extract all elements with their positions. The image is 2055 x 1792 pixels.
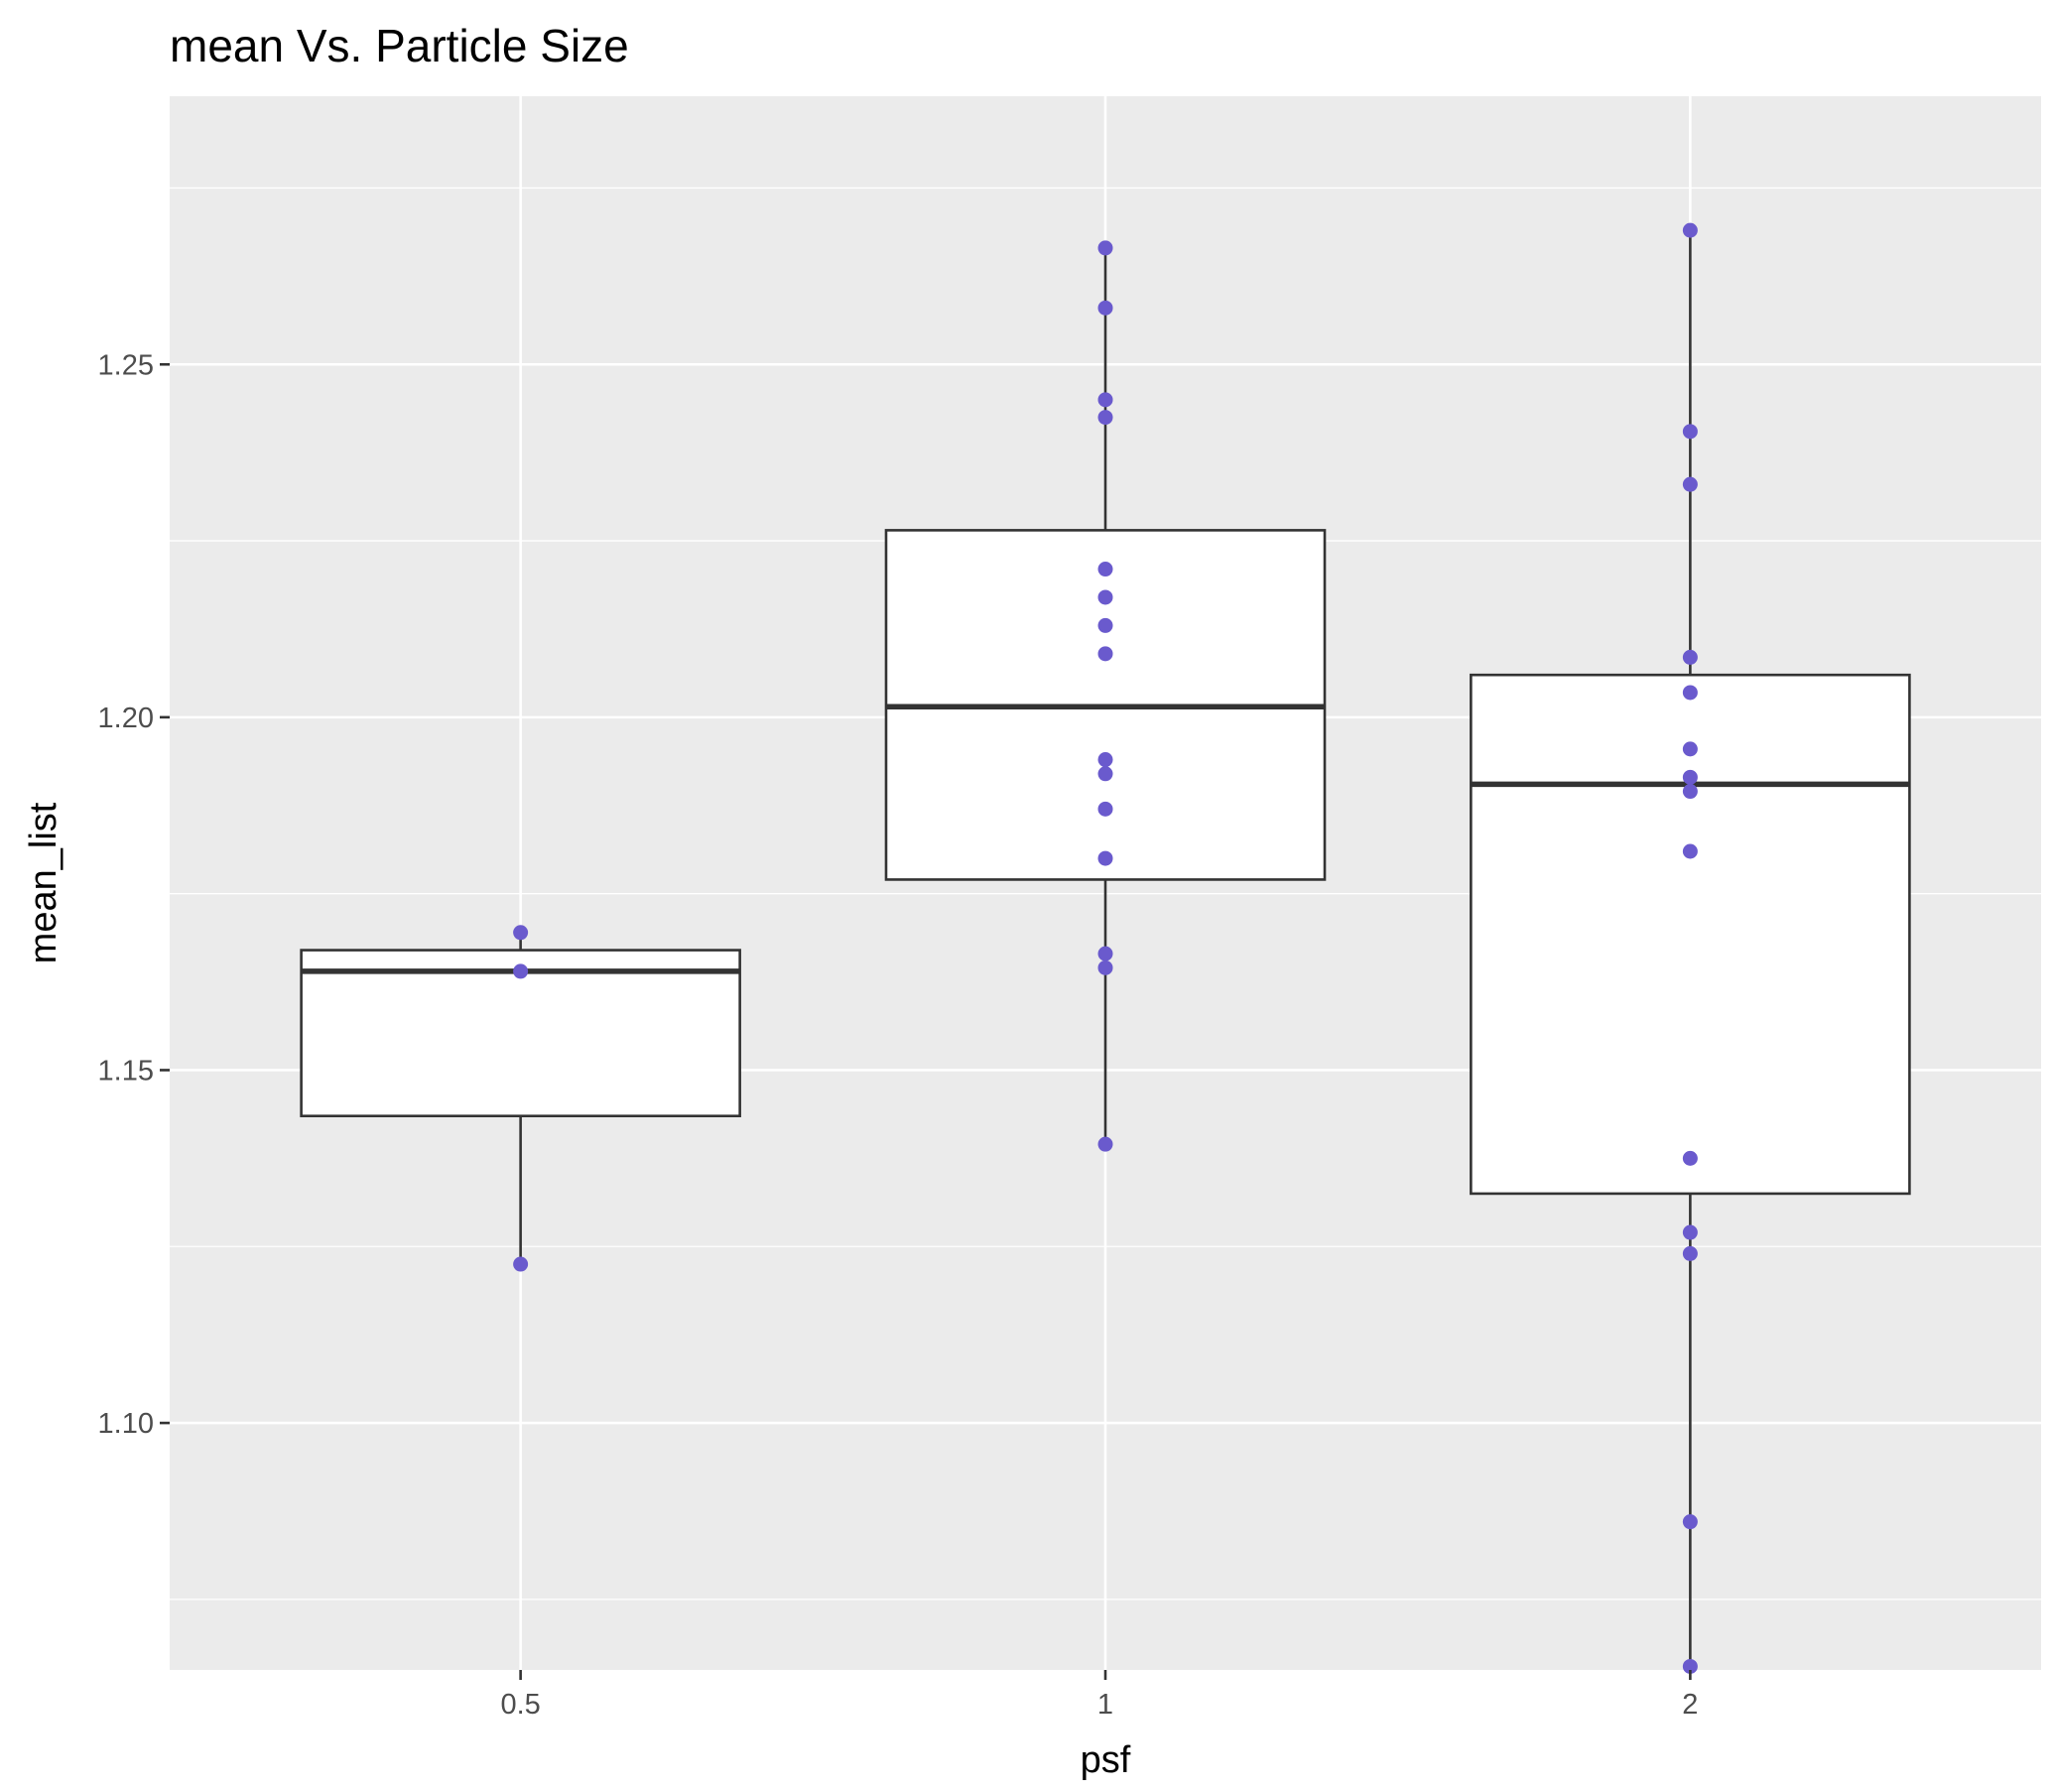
boxes <box>300 230 1911 1667</box>
data-point <box>1682 685 1698 701</box>
data-point <box>1682 649 1698 665</box>
x-tick-label: 1 <box>1097 1689 1113 1721</box>
x-axis: 0.5 1 2 <box>500 1670 1698 1721</box>
y-tick-label: 1.10 <box>98 1408 154 1440</box>
x-tick-label: 2 <box>1682 1689 1698 1721</box>
data-point <box>1682 1658 1698 1674</box>
y-axis: 1.10 1.15 1.20 1.25 <box>98 349 170 1440</box>
data-point <box>1682 1245 1698 1261</box>
data-point <box>1097 562 1113 577</box>
data-point <box>1682 1224 1698 1240</box>
data-point <box>1682 1150 1698 1166</box>
data-point <box>1097 300 1113 316</box>
data-point <box>1097 589 1113 605</box>
data-point <box>1097 752 1113 768</box>
data-points <box>513 222 1698 1674</box>
data-point <box>1097 801 1113 817</box>
data-point <box>1682 424 1698 440</box>
chart-title: mean Vs. Particle Size <box>170 20 629 71</box>
data-point <box>513 963 529 979</box>
data-point <box>513 1256 529 1272</box>
data-point <box>1682 741 1698 757</box>
data-point <box>1682 843 1698 859</box>
y-tick-label: 1.15 <box>98 1055 154 1087</box>
data-point <box>1682 769 1698 785</box>
points-1 <box>1097 240 1113 1152</box>
y-tick-label: 1.20 <box>98 703 154 734</box>
data-point <box>1097 617 1113 633</box>
box-1 <box>884 247 1327 1145</box>
data-point <box>1097 392 1113 408</box>
data-point <box>1682 476 1698 492</box>
data-point <box>1097 960 1113 975</box>
points-2 <box>1682 222 1698 1674</box>
x-axis-title: psf <box>1081 1739 1131 1781</box>
box-2 <box>1470 230 1911 1667</box>
data-point <box>1097 646 1113 662</box>
data-point <box>1097 766 1113 782</box>
data-point <box>1097 946 1113 961</box>
data-point <box>1097 240 1113 256</box>
x-tick-label: 0.5 <box>500 1689 540 1721</box>
box-iqr <box>1470 673 1911 1196</box>
data-point <box>513 925 529 941</box>
y-tick-label: 1.25 <box>98 349 154 381</box>
data-point <box>1097 410 1113 426</box>
data-point <box>1097 850 1113 866</box>
points-0.5 <box>513 925 529 1272</box>
data-point <box>1682 1514 1698 1530</box>
y-axis-title: mean_list <box>23 802 64 963</box>
data-point <box>1682 784 1698 800</box>
data-point <box>1097 1136 1113 1152</box>
data-point <box>1682 222 1698 238</box>
